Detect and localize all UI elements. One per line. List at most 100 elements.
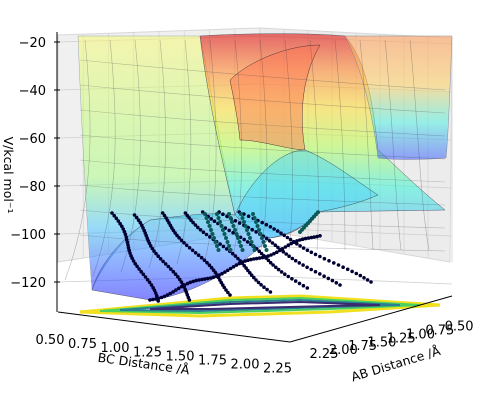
trajectory-point [236, 236, 240, 240]
trajectory-point [196, 225, 200, 230]
trajectory-point [138, 220, 143, 225]
bc-tick-label: 0.50 [36, 333, 65, 348]
contour-outer [79, 294, 441, 318]
trajectory-point [217, 273, 221, 277]
trajectory-point [350, 269, 354, 274]
trajectory-point [177, 277, 182, 282]
mesh-line [359, 39, 374, 251]
trajectory-point [214, 274, 219, 279]
trajectory-point [305, 248, 310, 252]
trajectory-point [293, 279, 298, 283]
surface-ridge [229, 44, 321, 151]
trajectory-point [295, 242, 299, 246]
trajectory-point [212, 236, 216, 240]
trajectory-point [257, 256, 262, 260]
ab-tick-label: 1.50 [367, 335, 396, 350]
trajectory-point [226, 290, 230, 295]
trajectory-point [193, 251, 198, 255]
trajectory-point [141, 272, 146, 277]
trajectory-point [209, 217, 213, 221]
trajectory-point [239, 212, 243, 216]
trajectory-point [254, 256, 259, 261]
trajectory-point [205, 276, 210, 281]
trajectory-point [227, 212, 231, 216]
trajectory-point [313, 269, 318, 274]
trajectory-point [118, 221, 122, 226]
trajectory-point [249, 257, 253, 262]
trajectory-point [290, 277, 294, 281]
trajectory-point [301, 263, 305, 267]
z-tick-label: −40 [19, 84, 46, 99]
mesh-line [64, 39, 91, 281]
trajectory-point [165, 293, 170, 297]
trajectory-point [156, 254, 160, 258]
trajectory-point [228, 293, 232, 297]
mesh-line [79, 234, 446, 252]
z-tick-label: −120 [10, 276, 46, 291]
surface-mesh [64, 39, 446, 281]
trajectory-point [282, 233, 287, 238]
trajectory-point [243, 259, 247, 263]
trajectory-point [265, 287, 269, 292]
trajectory-point [259, 251, 264, 256]
trajectory-point [150, 246, 155, 251]
mesh-line [79, 134, 446, 160]
trajectory-point [246, 258, 250, 263]
trajectory-point [171, 269, 176, 274]
trajectory-point [194, 278, 198, 283]
trajectory-point [209, 265, 214, 270]
trajectory-point [185, 281, 190, 286]
trajectory-point [263, 255, 268, 259]
trajectory-point [120, 224, 124, 229]
trajectory-point [237, 240, 242, 244]
trajectory-point [208, 276, 213, 280]
trajectory-point [358, 273, 363, 278]
ab-tick-label: 2.00 [329, 343, 358, 358]
trajectory-point [259, 283, 263, 287]
trajectory-point [248, 236, 252, 240]
trajectory-point [318, 234, 322, 238]
trajectory-point [226, 268, 230, 273]
trajectory-point [216, 248, 221, 252]
trajectory-point [240, 248, 245, 252]
trajectory-point [221, 244, 226, 249]
trajectory-point [202, 277, 207, 281]
trajectory-points [110, 210, 373, 303]
trajectory-point [245, 240, 250, 244]
ab-tick-label: 0.75 [425, 324, 454, 339]
trajectory-point [286, 274, 291, 279]
trajectory-point [168, 291, 172, 296]
mesh-line [79, 159, 446, 183]
trajectory-point [236, 256, 240, 261]
trajectory-point [127, 248, 131, 253]
trajectory-point [239, 244, 243, 248]
trajectory-point [286, 243, 291, 247]
bc-tick-label: 1.25 [133, 345, 162, 360]
trajectory-point [322, 274, 326, 279]
mesh-line [92, 39, 116, 277]
trajectory-point [318, 272, 322, 276]
trajectory-point [114, 216, 119, 221]
trajectory-point [131, 259, 136, 263]
trajectory-point [243, 224, 248, 228]
floor-contours [79, 294, 441, 318]
trajectory-point [231, 224, 236, 228]
ab-tick-label: 1.75 [348, 339, 377, 354]
trajectory-point [121, 227, 125, 231]
trajectory-point [191, 279, 195, 284]
trajectory-point [218, 242, 222, 246]
z-tick-label: −60 [19, 132, 46, 147]
trajectory-point [147, 280, 152, 285]
trajectory-point [297, 261, 302, 265]
trajectory-point [249, 240, 254, 244]
trajectory-point [204, 216, 209, 220]
trajectory-point [240, 216, 245, 220]
trajectory-point [196, 253, 201, 257]
mesh-line [79, 184, 446, 206]
trajectory-point [231, 265, 236, 269]
trajectory-point [133, 261, 137, 266]
trajectory-point [216, 216, 221, 220]
trajectory-point [132, 213, 137, 217]
surface-saddle [234, 149, 379, 239]
